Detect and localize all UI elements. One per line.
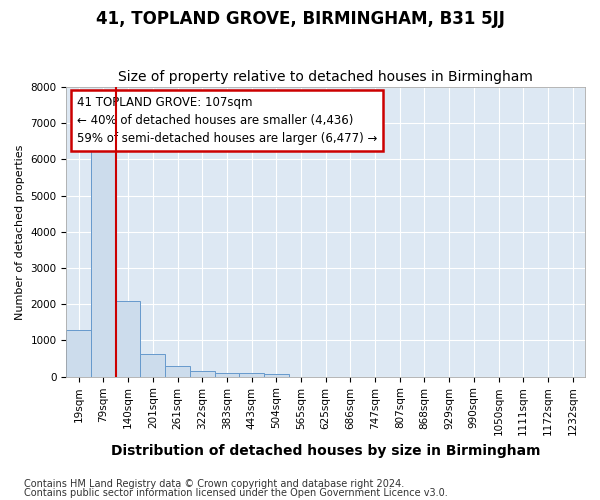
Bar (91, 138, 116, 376)
Bar (67, 330, 91, 376)
Bar (215, 373, 239, 376)
Bar (190, 372, 215, 376)
X-axis label: Distribution of detached houses by size in Birmingham: Distribution of detached houses by size … (111, 444, 541, 458)
Bar (239, 373, 264, 376)
Bar (264, 374, 289, 376)
Bar (116, 300, 140, 376)
Text: Contains HM Land Registry data © Crown copyright and database right 2024.: Contains HM Land Registry data © Crown c… (24, 479, 404, 489)
Text: 41, TOPLAND GROVE, BIRMINGHAM, B31 5JJ: 41, TOPLAND GROVE, BIRMINGHAM, B31 5JJ (95, 10, 505, 28)
Bar (165, 366, 190, 376)
Bar (140, 354, 165, 376)
Y-axis label: Number of detached properties: Number of detached properties (15, 144, 25, 320)
Text: 41 TOPLAND GROVE: 107sqm
← 40% of detached houses are smaller (4,436)
59% of sem: 41 TOPLAND GROVE: 107sqm ← 40% of detach… (77, 96, 377, 144)
Text: Contains public sector information licensed under the Open Government Licence v3: Contains public sector information licen… (24, 488, 448, 498)
Title: Size of property relative to detached houses in Birmingham: Size of property relative to detached ho… (118, 70, 533, 85)
